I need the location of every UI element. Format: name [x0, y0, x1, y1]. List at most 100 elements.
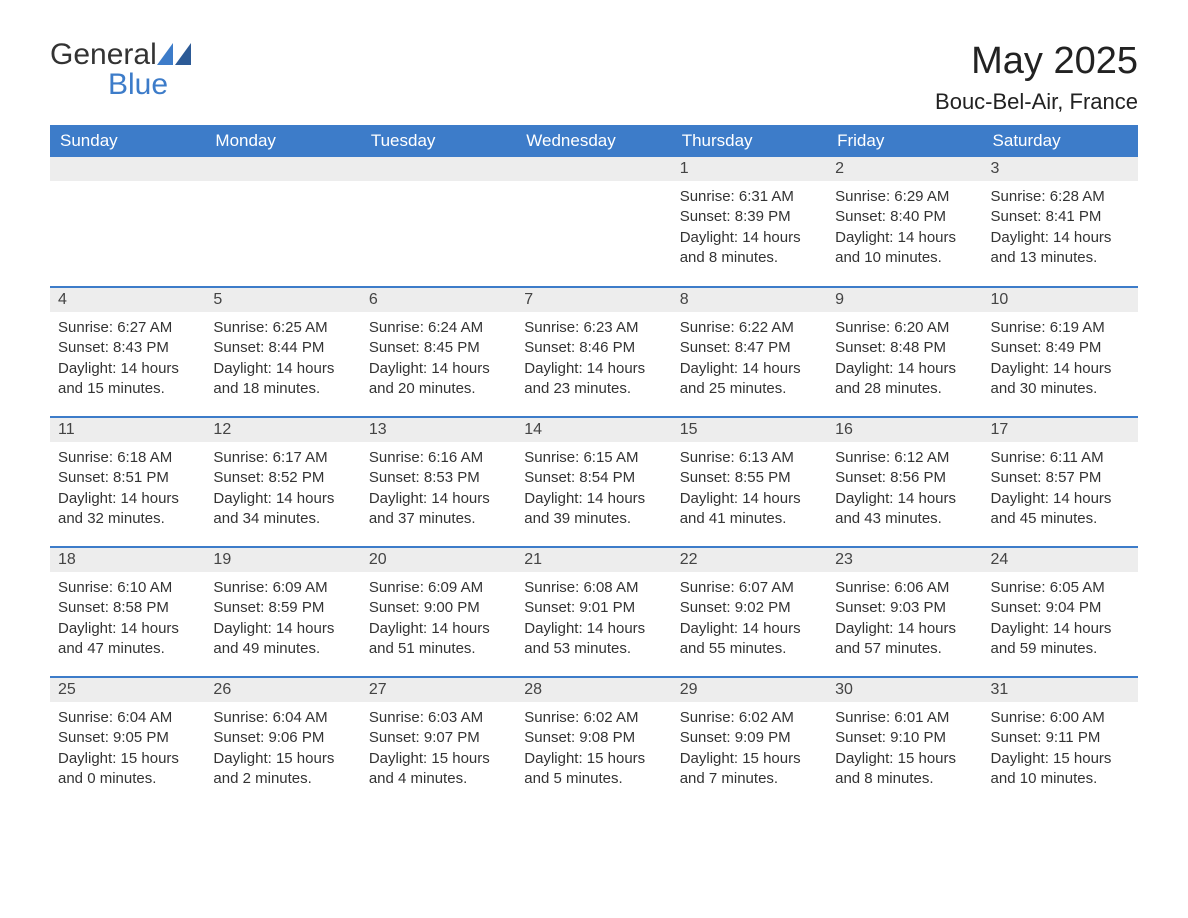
sunset-text: Sunset: 9:04 PM [991, 598, 1130, 618]
day-number: 23 [827, 548, 982, 572]
week-row: 25Sunrise: 6:04 AMSunset: 9:05 PMDayligh… [50, 677, 1138, 807]
daylight-text: Daylight: 15 hours and 5 minutes. [524, 749, 663, 790]
day-cell: 24Sunrise: 6:05 AMSunset: 9:04 PMDayligh… [983, 547, 1138, 677]
day-number: 2 [827, 157, 982, 181]
sunset-text: Sunset: 8:40 PM [835, 207, 974, 227]
daylight-text: Daylight: 14 hours and 32 minutes. [58, 489, 197, 530]
sunrise-text: Sunrise: 6:05 AM [991, 578, 1130, 598]
sunrise-text: Sunrise: 6:20 AM [835, 318, 974, 338]
daylight-text: Daylight: 15 hours and 4 minutes. [369, 749, 508, 790]
day-details: Sunrise: 6:11 AMSunset: 8:57 PMDaylight:… [983, 442, 1138, 539]
day-details: Sunrise: 6:10 AMSunset: 8:58 PMDaylight:… [50, 572, 205, 669]
day-details: Sunrise: 6:27 AMSunset: 8:43 PMDaylight:… [50, 312, 205, 409]
sunset-text: Sunset: 8:53 PM [369, 468, 508, 488]
sunset-text: Sunset: 9:07 PM [369, 728, 508, 748]
day-details: Sunrise: 6:00 AMSunset: 9:11 PMDaylight:… [983, 702, 1138, 799]
day-number: 29 [672, 678, 827, 702]
day-number: 3 [983, 157, 1138, 181]
day-details: Sunrise: 6:07 AMSunset: 9:02 PMDaylight:… [672, 572, 827, 669]
day-details: Sunrise: 6:24 AMSunset: 8:45 PMDaylight:… [361, 312, 516, 409]
day-details: Sunrise: 6:23 AMSunset: 8:46 PMDaylight:… [516, 312, 671, 409]
calendar-table: Sunday Monday Tuesday Wednesday Thursday… [50, 125, 1138, 807]
day-details: Sunrise: 6:22 AMSunset: 8:47 PMDaylight:… [672, 312, 827, 409]
daylight-text: Daylight: 14 hours and 18 minutes. [213, 359, 352, 400]
sunset-text: Sunset: 8:43 PM [58, 338, 197, 358]
daylight-text: Daylight: 15 hours and 2 minutes. [213, 749, 352, 790]
daylight-text: Daylight: 14 hours and 28 minutes. [835, 359, 974, 400]
day-details: Sunrise: 6:17 AMSunset: 8:52 PMDaylight:… [205, 442, 360, 539]
daylight-text: Daylight: 14 hours and 51 minutes. [369, 619, 508, 660]
day-number: 15 [672, 418, 827, 442]
sunrise-text: Sunrise: 6:10 AM [58, 578, 197, 598]
day-cell [50, 157, 205, 287]
day-cell: 26Sunrise: 6:04 AMSunset: 9:06 PMDayligh… [205, 677, 360, 807]
day-details: Sunrise: 6:18 AMSunset: 8:51 PMDaylight:… [50, 442, 205, 539]
daylight-text: Daylight: 14 hours and 23 minutes. [524, 359, 663, 400]
daylight-text: Daylight: 14 hours and 53 minutes. [524, 619, 663, 660]
brand-text: General Blue [50, 40, 191, 100]
daylight-text: Daylight: 15 hours and 10 minutes. [991, 749, 1130, 790]
daylight-text: Daylight: 14 hours and 15 minutes. [58, 359, 197, 400]
day-cell: 20Sunrise: 6:09 AMSunset: 9:00 PMDayligh… [361, 547, 516, 677]
week-row: 4Sunrise: 6:27 AMSunset: 8:43 PMDaylight… [50, 287, 1138, 417]
day-cell: 5Sunrise: 6:25 AMSunset: 8:44 PMDaylight… [205, 287, 360, 417]
sunset-text: Sunset: 9:05 PM [58, 728, 197, 748]
day-cell: 28Sunrise: 6:02 AMSunset: 9:08 PMDayligh… [516, 677, 671, 807]
sunset-text: Sunset: 9:03 PM [835, 598, 974, 618]
sunrise-text: Sunrise: 6:01 AM [835, 708, 974, 728]
day-number: 5 [205, 288, 360, 312]
daylight-text: Daylight: 14 hours and 49 minutes. [213, 619, 352, 660]
sunrise-text: Sunrise: 6:08 AM [524, 578, 663, 598]
day-number: 18 [50, 548, 205, 572]
sunset-text: Sunset: 8:49 PM [991, 338, 1130, 358]
day-details: Sunrise: 6:15 AMSunset: 8:54 PMDaylight:… [516, 442, 671, 539]
sunrise-text: Sunrise: 6:12 AM [835, 448, 974, 468]
sunrise-text: Sunrise: 6:13 AM [680, 448, 819, 468]
sunrise-text: Sunrise: 6:29 AM [835, 187, 974, 207]
weekday-header-row: Sunday Monday Tuesday Wednesday Thursday… [50, 125, 1138, 157]
day-details: Sunrise: 6:25 AMSunset: 8:44 PMDaylight:… [205, 312, 360, 409]
day-details: Sunrise: 6:03 AMSunset: 9:07 PMDaylight:… [361, 702, 516, 799]
day-number: 6 [361, 288, 516, 312]
daylight-text: Daylight: 14 hours and 41 minutes. [680, 489, 819, 530]
sunrise-text: Sunrise: 6:19 AM [991, 318, 1130, 338]
sunrise-text: Sunrise: 6:31 AM [680, 187, 819, 207]
day-details: Sunrise: 6:31 AMSunset: 8:39 PMDaylight:… [672, 181, 827, 278]
sunrise-text: Sunrise: 6:16 AM [369, 448, 508, 468]
day-number: 9 [827, 288, 982, 312]
day-number: 7 [516, 288, 671, 312]
week-row: 11Sunrise: 6:18 AMSunset: 8:51 PMDayligh… [50, 417, 1138, 547]
sunset-text: Sunset: 9:01 PM [524, 598, 663, 618]
weekday-header: Thursday [672, 125, 827, 157]
day-number: 26 [205, 678, 360, 702]
weekday-header: Monday [205, 125, 360, 157]
sunset-text: Sunset: 9:00 PM [369, 598, 508, 618]
day-cell [516, 157, 671, 287]
daylight-text: Daylight: 14 hours and 13 minutes. [991, 228, 1130, 269]
brand-logo: General Blue [50, 40, 191, 100]
title-block: May 2025 Bouc-Bel-Air, France [935, 40, 1138, 115]
day-cell: 11Sunrise: 6:18 AMSunset: 8:51 PMDayligh… [50, 417, 205, 547]
day-cell: 22Sunrise: 6:07 AMSunset: 9:02 PMDayligh… [672, 547, 827, 677]
daylight-text: Daylight: 15 hours and 7 minutes. [680, 749, 819, 790]
daylight-text: Daylight: 15 hours and 0 minutes. [58, 749, 197, 790]
sunrise-text: Sunrise: 6:28 AM [991, 187, 1130, 207]
sunset-text: Sunset: 9:10 PM [835, 728, 974, 748]
day-details: Sunrise: 6:02 AMSunset: 9:09 PMDaylight:… [672, 702, 827, 799]
sunrise-text: Sunrise: 6:09 AM [369, 578, 508, 598]
day-cell: 23Sunrise: 6:06 AMSunset: 9:03 PMDayligh… [827, 547, 982, 677]
sunset-text: Sunset: 8:51 PM [58, 468, 197, 488]
day-details: Sunrise: 6:08 AMSunset: 9:01 PMDaylight:… [516, 572, 671, 669]
day-number: 8 [672, 288, 827, 312]
day-number: 30 [827, 678, 982, 702]
day-cell: 21Sunrise: 6:08 AMSunset: 9:01 PMDayligh… [516, 547, 671, 677]
sunrise-text: Sunrise: 6:17 AM [213, 448, 352, 468]
day-details: Sunrise: 6:02 AMSunset: 9:08 PMDaylight:… [516, 702, 671, 799]
day-number: 11 [50, 418, 205, 442]
day-cell: 14Sunrise: 6:15 AMSunset: 8:54 PMDayligh… [516, 417, 671, 547]
page-header: General Blue May 2025 Bouc-Bel-Air, Fran… [50, 40, 1138, 115]
sunset-text: Sunset: 8:52 PM [213, 468, 352, 488]
day-number: 17 [983, 418, 1138, 442]
daylight-text: Daylight: 14 hours and 37 minutes. [369, 489, 508, 530]
sunset-text: Sunset: 8:58 PM [58, 598, 197, 618]
